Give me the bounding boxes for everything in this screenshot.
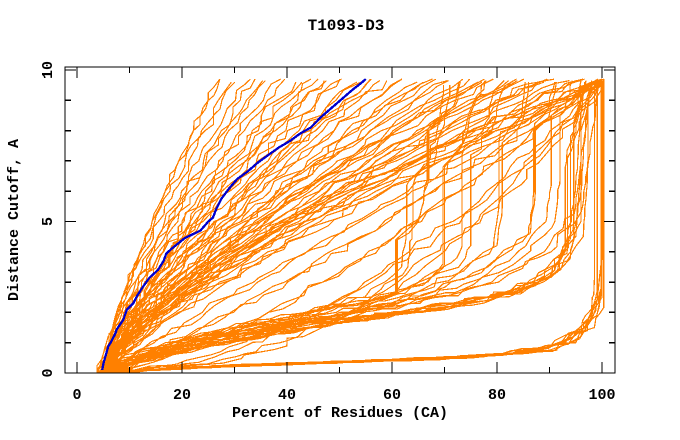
model-curve [110,80,604,374]
y-axis-label: Distance Cutoff, A [6,139,23,301]
model-curve [96,80,573,374]
model-curve [101,81,600,374]
model-curve [112,80,605,374]
model-curves [96,78,605,374]
model-curve [102,78,603,374]
y-tick-label: 5 [40,217,57,226]
plot-border [64,66,616,374]
plot-frame [64,66,616,374]
x-tick-label: 0 [72,387,81,404]
model-curve [96,78,485,373]
model-curve [106,78,341,373]
model-curve [108,81,593,371]
model-curve [107,78,437,374]
model-curve [105,80,266,374]
model-curve [104,81,603,374]
model-curve [111,80,605,374]
model-curve [102,85,451,374]
model-curve [103,80,582,374]
model-curve [98,80,598,374]
model-curve [107,81,418,374]
model-curve [103,85,582,373]
model-curve [105,80,603,374]
tick-labels: 0 20 40 60 80 100 0 5 10 [40,61,616,404]
x-tick-label: 20 [173,387,191,404]
model-curve [108,82,603,374]
model-curve [102,78,555,374]
model-curve [103,83,587,371]
model-curve [102,80,264,374]
model-curve [108,83,603,373]
model-curve [108,81,479,374]
model-curve [99,78,599,374]
model-curve [96,80,381,374]
plot-title: T1093-D3 [308,17,385,35]
x-tick-label: 40 [278,387,296,404]
model-curve [96,85,445,374]
model-curve [96,78,548,374]
model-curve [105,78,585,374]
model-curve [103,78,433,374]
model-curve [100,81,232,374]
model-curve [103,80,604,374]
x-axis-label: Percent of Residues (CA) [232,405,448,422]
model-curve [107,78,342,373]
x-tick-label: 100 [588,387,615,404]
model-curve [107,80,605,374]
model-curve [109,80,570,374]
model-curve [100,78,221,374]
x-tick-label: 80 [488,387,506,404]
model-curve [115,80,577,374]
model-curve [101,81,460,374]
highlight-curve [101,78,367,371]
y-tick-label: 0 [40,368,57,377]
model-curve [108,79,605,374]
model-curve [107,78,605,374]
model-curve [103,78,584,374]
highlighted-model-curve [101,78,367,371]
model-curve [101,78,251,374]
x-tick-label: 60 [383,387,401,404]
model-curve [115,82,600,371]
model-curve [101,78,312,374]
y-tick-label: 10 [40,61,57,79]
